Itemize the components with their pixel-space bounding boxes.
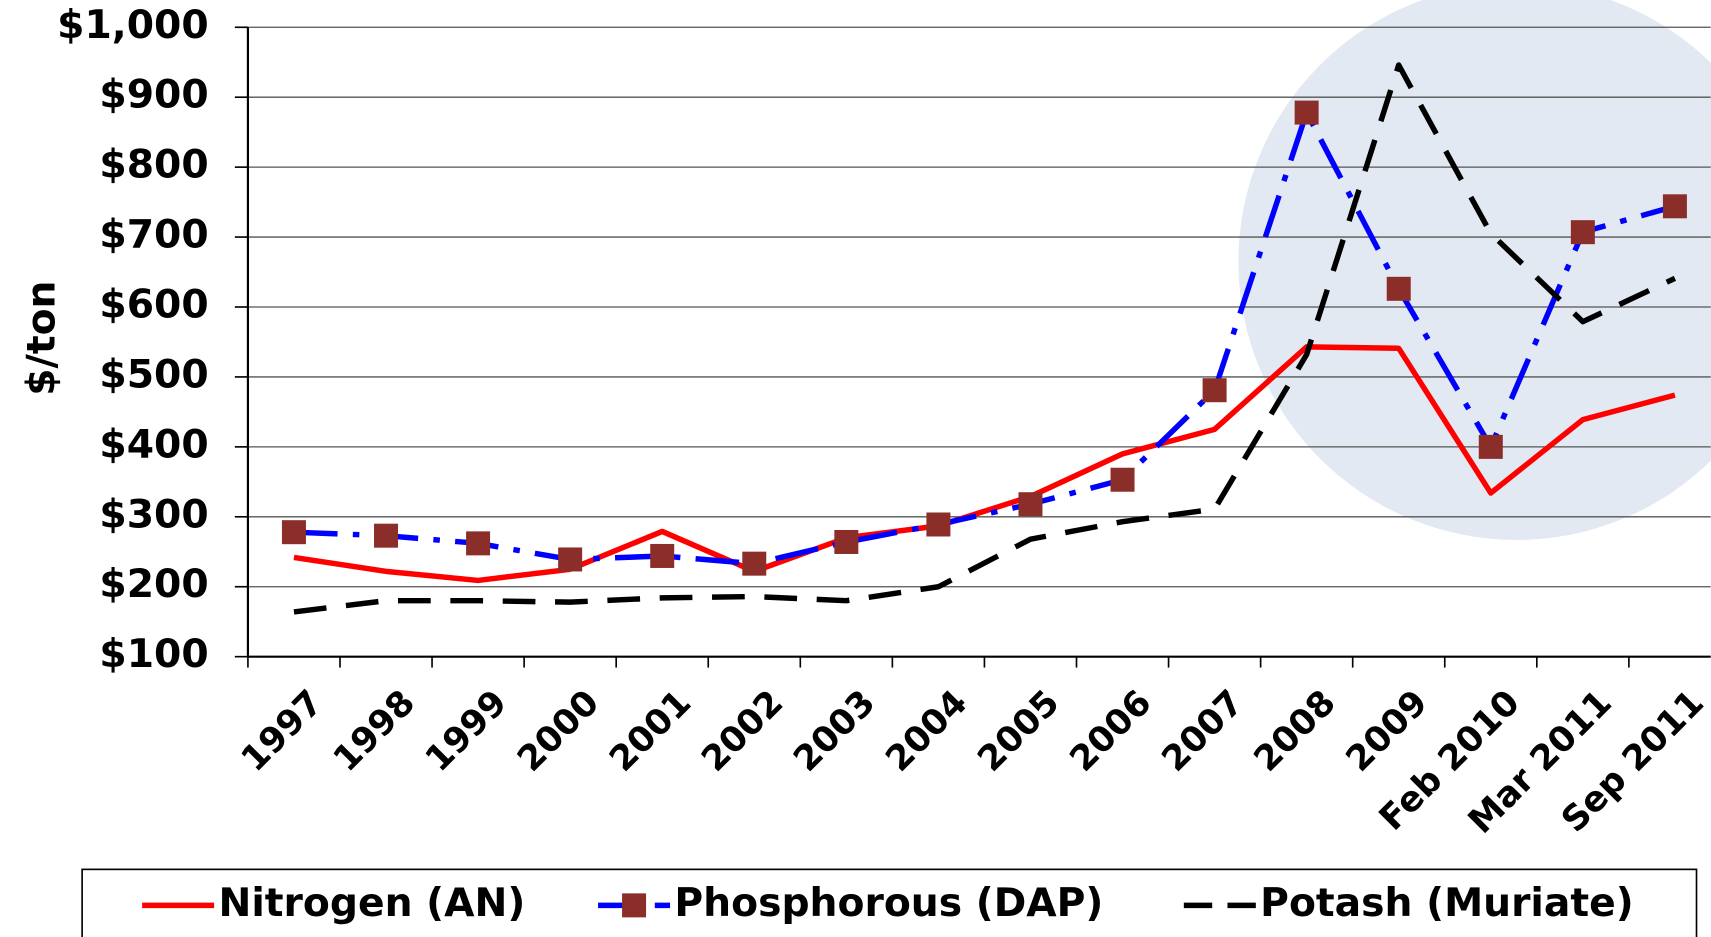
data-marker	[1478, 434, 1503, 459]
data-marker	[742, 551, 767, 576]
x-tick-label: 1999	[418, 683, 515, 780]
x-tick-label: 1998	[326, 683, 423, 780]
series-line	[293, 62, 1677, 615]
x-tick-label: 2002	[694, 683, 791, 780]
lines	[281, 62, 1687, 615]
data-marker	[281, 520, 306, 545]
x-tick-label: 2003	[786, 683, 883, 780]
y-tick-label: $900	[99, 73, 208, 118]
data-marker	[466, 531, 491, 556]
x-tick-label: 2004	[878, 683, 975, 780]
data-marker	[1110, 467, 1135, 492]
grid	[247, 26, 1711, 658]
data-marker	[1570, 220, 1595, 245]
legend-label: Nitrogen (AN)	[218, 881, 525, 926]
y-tick-label: $500	[99, 352, 208, 397]
data-marker	[834, 529, 859, 554]
y-tick-label: $800	[99, 143, 208, 188]
series-line	[293, 344, 1676, 584]
x-tick-label: 2008	[1247, 683, 1344, 780]
legend-marker	[622, 893, 647, 918]
legend-label: Phosphorous (DAP)	[674, 881, 1103, 926]
legend-box	[81, 868, 1698, 937]
x-tick-label: 2005	[971, 683, 1068, 780]
data-marker	[1294, 100, 1319, 125]
series-line	[293, 109, 1676, 567]
data-marker	[1202, 378, 1227, 403]
y-tick-label: $1,000	[57, 3, 208, 48]
y-tick-label: $100	[99, 632, 208, 677]
legend: Nitrogen (AN) Phosphorous (DAP) Potash (Mu…	[142, 881, 1634, 926]
data-marker	[926, 512, 951, 537]
x-tick-label: 2006	[1063, 683, 1160, 780]
x-tick-label: 2000	[510, 683, 607, 780]
data-marker	[374, 523, 399, 548]
legend-label: Potash (Muriate)	[1260, 881, 1634, 926]
y-axis-label: $/ton	[19, 280, 64, 395]
y-tick-label: $700	[99, 213, 208, 258]
highlight-circle	[1238, 0, 1711, 540]
x-tick-label: 2001	[602, 683, 699, 780]
data-marker	[558, 547, 583, 572]
y-tick-label: $600	[99, 283, 208, 328]
y-tick-label: $300	[99, 492, 208, 537]
data-marker	[1386, 276, 1411, 301]
y-tick-label: $400	[99, 422, 208, 467]
x-tick-label: 2007	[1155, 683, 1252, 780]
data-marker	[1662, 194, 1687, 219]
y-tick-label: $200	[99, 562, 208, 607]
data-marker	[1018, 492, 1043, 517]
x-tick-label: 1997	[234, 683, 331, 780]
data-marker	[650, 543, 675, 568]
